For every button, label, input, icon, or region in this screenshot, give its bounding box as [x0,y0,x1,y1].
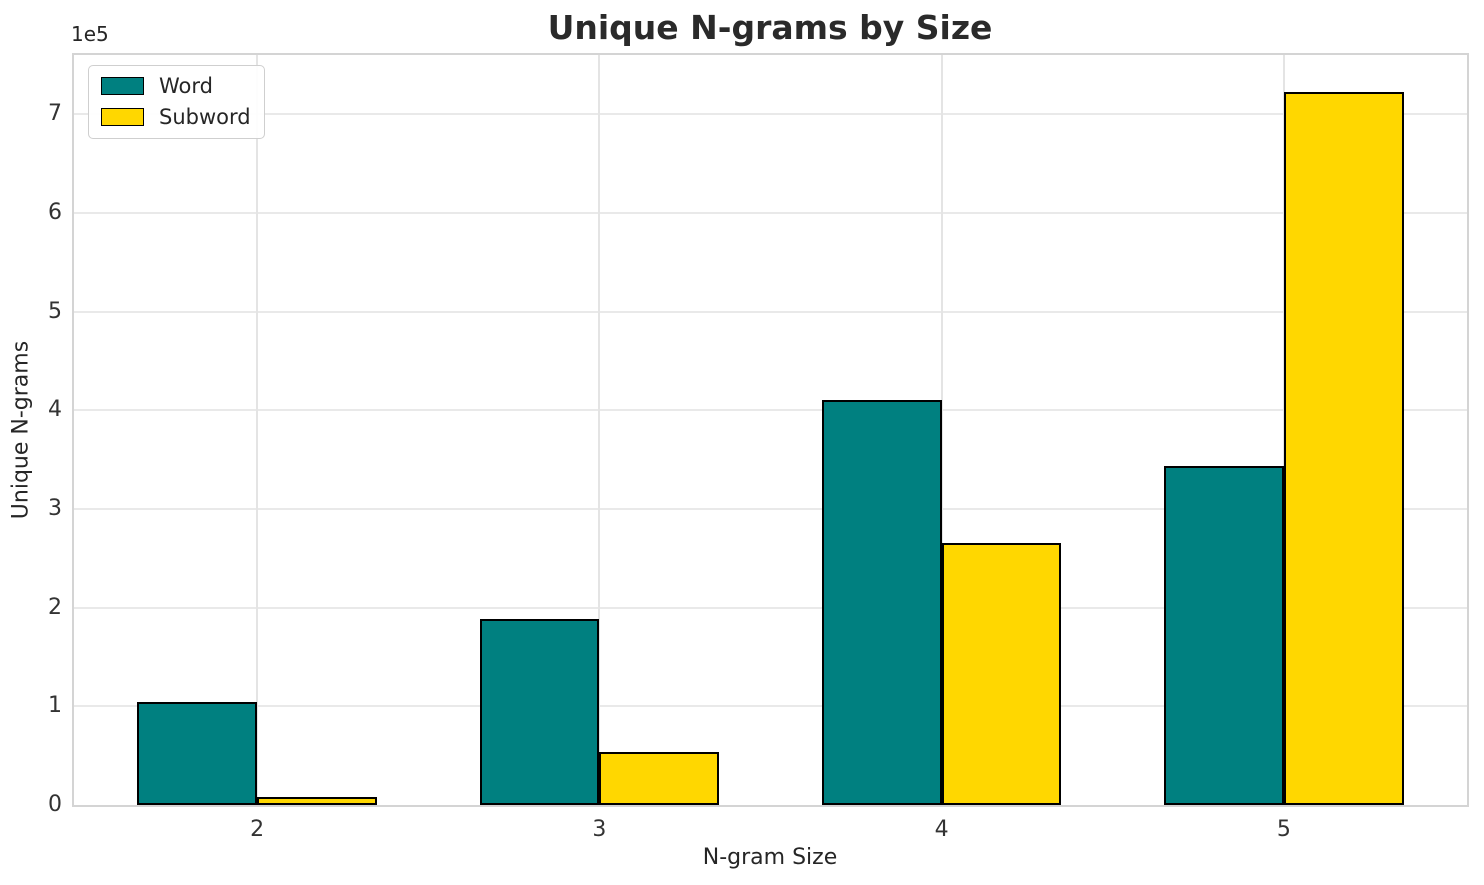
bar-word-ngram-5 [1164,465,1284,805]
y-tick-label: 6 [48,199,62,225]
x-gridline [256,55,259,805]
y-axis-offset-text: 1e5 [71,22,109,46]
x-tick-label: 5 [1276,817,1291,842]
bar-word-ngram-4 [821,400,942,805]
bar-word-ngram-2 [137,702,258,805]
y-gridline [74,606,1467,609]
x-tick-label: 3 [592,817,607,842]
bar-subword-ngram-4 [941,542,1062,805]
y-gridline [74,113,1467,116]
y-axis-label: Unique N-grams [8,340,34,520]
legend-label: Word [159,74,213,98]
x-tick-label: 4 [934,817,949,842]
plot-area: Word Subword [72,53,1469,807]
x-tick-label: 2 [250,817,265,842]
legend-label: Subword [159,105,251,129]
y-gridline [74,211,1467,214]
bar-subword-ngram-3 [599,751,720,805]
y-tick-label: 0 [48,792,62,817]
chart-title: Unique N-grams by Size [547,8,993,47]
legend-item: Word [101,74,251,98]
legend-swatch-subword [101,108,144,126]
y-tick-label: 3 [48,495,62,521]
y-tick-label: 5 [48,298,62,324]
x-axis-label: N-gram Size [702,845,838,870]
legend: Word Subword [88,65,265,139]
bar-subword-ngram-2 [257,797,377,805]
bar-subword-ngram-5 [1283,91,1404,805]
legend-swatch-word [101,77,144,95]
y-gridline [74,705,1467,708]
legend-item: Subword [101,105,251,129]
y-gridline [74,507,1467,510]
x-gridline [598,55,601,805]
y-tick-label: 2 [48,594,62,620]
x-gridline [940,55,943,805]
y-tick-label: 7 [48,101,62,127]
y-gridline [74,310,1467,313]
bar-word-ngram-3 [479,619,600,805]
y-tick-label: 1 [48,693,62,719]
y-tick-label: 4 [48,397,62,423]
y-gridline [74,409,1467,412]
